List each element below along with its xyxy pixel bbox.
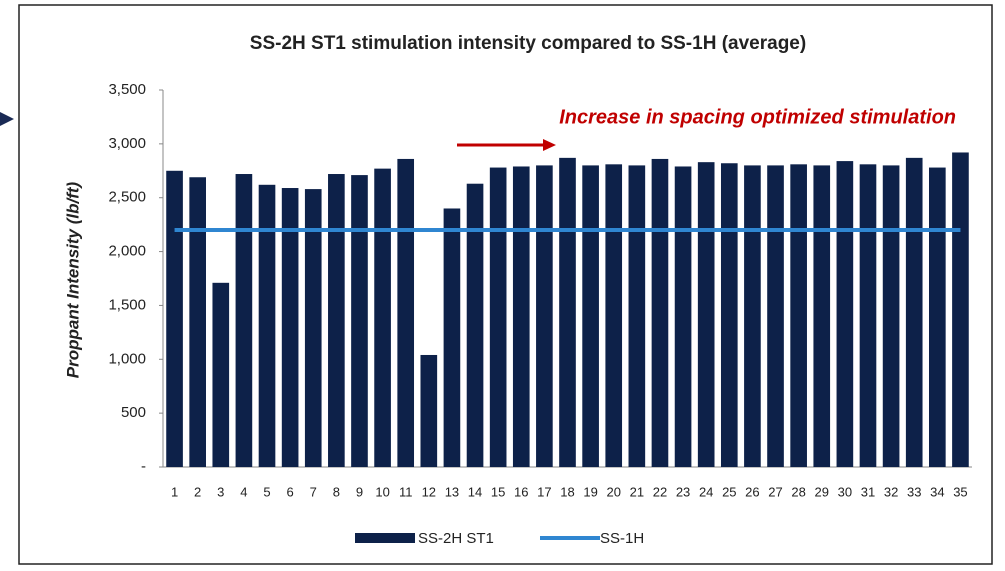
x-tick-label: 2 xyxy=(194,484,201,499)
x-tick-label: 4 xyxy=(240,484,247,499)
x-tick-label: 17 xyxy=(537,484,551,499)
side-arrow xyxy=(0,112,14,126)
annotation-arrow-head xyxy=(543,139,556,151)
x-tick-label: 34 xyxy=(930,484,944,499)
x-tick-label: 33 xyxy=(907,484,921,499)
bar xyxy=(952,152,969,467)
bar xyxy=(767,165,784,467)
bar xyxy=(397,158,415,468)
x-tick-label: 23 xyxy=(676,484,690,499)
x-tick-label: 5 xyxy=(263,484,270,499)
y-tick-label: 500 xyxy=(121,404,146,421)
x-tick-label: 3 xyxy=(217,484,224,499)
x-tick-label: 29 xyxy=(815,484,829,499)
legend-label: SS-1H xyxy=(600,530,644,547)
bar xyxy=(651,158,669,468)
x-tick-label: 7 xyxy=(310,484,317,499)
x-tick-label: 22 xyxy=(653,484,667,499)
x-tick-label: 14 xyxy=(468,484,482,499)
y-tick-label: - xyxy=(141,458,146,475)
bar xyxy=(836,161,854,467)
legend-label: SS-2H ST1 xyxy=(418,530,494,547)
x-tick-label: 8 xyxy=(333,484,340,499)
x-tick-label: 32 xyxy=(884,484,898,499)
x-tick-label: 25 xyxy=(722,484,736,499)
x-tick-label: 24 xyxy=(699,484,713,499)
bar xyxy=(374,168,391,468)
bar xyxy=(166,170,183,468)
annotation: Increase in spacing optimized stimulatio… xyxy=(559,106,956,128)
x-tick-label: 15 xyxy=(491,484,505,499)
y-tick-label: 3,000 xyxy=(108,135,146,152)
bar xyxy=(212,282,230,467)
x-tick-label: 1 xyxy=(171,484,178,499)
bar xyxy=(905,157,923,468)
x-tick-label: 6 xyxy=(287,484,294,499)
x-tick-label: 19 xyxy=(583,484,597,499)
x-tick-label: 12 xyxy=(422,484,436,499)
x-tick-label: 35 xyxy=(953,484,967,499)
x-tick-label: 31 xyxy=(861,484,875,499)
x-tick-label: 16 xyxy=(514,484,528,499)
y-tick-label: 1,500 xyxy=(108,296,146,313)
x-tick-label: 28 xyxy=(791,484,805,499)
bar xyxy=(328,174,345,467)
x-tick-label: 18 xyxy=(560,484,574,499)
x-tick-label: 26 xyxy=(745,484,759,499)
y-tick-label: 2,500 xyxy=(108,189,146,206)
legend-swatch xyxy=(355,533,415,543)
x-tick-label: 10 xyxy=(375,484,389,499)
bar xyxy=(697,162,715,467)
bar xyxy=(466,183,484,467)
x-tick-label: 30 xyxy=(838,484,852,499)
bar xyxy=(744,165,761,467)
bar xyxy=(489,167,507,467)
x-tick-label: 21 xyxy=(630,484,644,499)
x-tick-label: 9 xyxy=(356,484,363,499)
bar xyxy=(235,174,253,467)
bar xyxy=(189,177,206,467)
bar xyxy=(582,165,599,467)
y-tick-label: 1,000 xyxy=(108,350,146,367)
x-tick-label: 27 xyxy=(768,484,782,499)
y-tick-label: 3,500 xyxy=(108,81,146,98)
bar xyxy=(813,165,831,467)
y-axis-label: Proppant Intensity (lb/ft) xyxy=(63,181,82,378)
bar xyxy=(559,157,576,468)
bar xyxy=(720,163,738,467)
chart-title: SS-2H ST1 stimulation intensity compared… xyxy=(250,33,806,54)
bar xyxy=(258,184,276,467)
x-tick-label: 13 xyxy=(445,484,459,499)
bar xyxy=(420,354,438,467)
bar xyxy=(281,188,299,467)
bar xyxy=(628,165,646,467)
bar xyxy=(882,165,900,467)
bar xyxy=(304,189,322,467)
bar xyxy=(859,164,877,467)
x-tick-label: 11 xyxy=(399,484,413,499)
bar xyxy=(512,166,530,467)
bar xyxy=(443,208,461,467)
x-tick-label: 20 xyxy=(606,484,620,499)
bar xyxy=(674,166,692,467)
bar xyxy=(536,165,553,467)
bar xyxy=(351,175,368,467)
bar xyxy=(790,164,807,467)
bar xyxy=(929,167,946,467)
y-tick-label: 2,000 xyxy=(108,243,146,260)
bar xyxy=(605,164,623,467)
